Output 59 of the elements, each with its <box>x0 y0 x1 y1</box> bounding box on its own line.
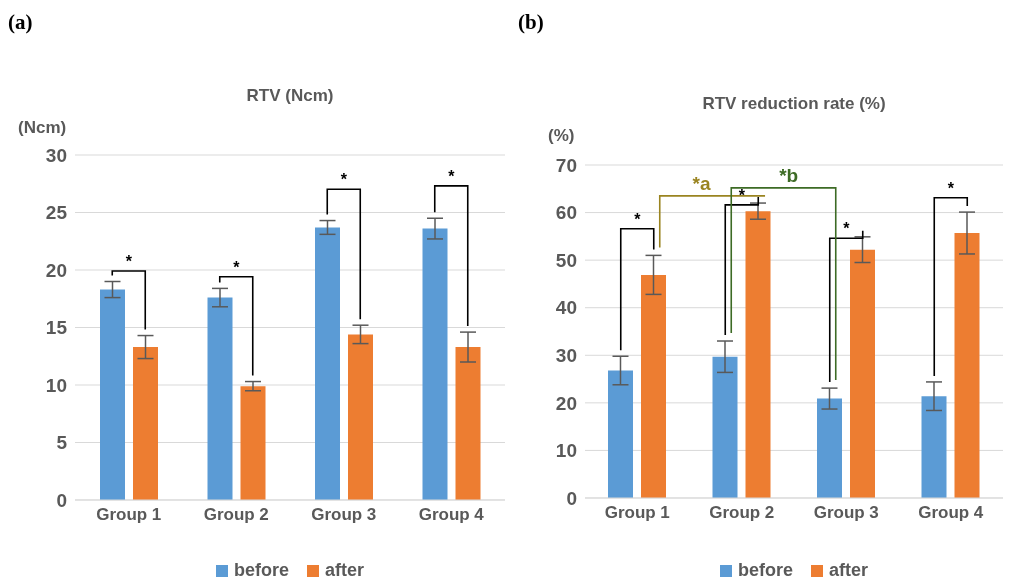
bar <box>100 289 125 500</box>
legend-label: after <box>324 560 365 581</box>
bar <box>954 233 980 498</box>
y-axis-title: (Ncm) <box>18 118 67 138</box>
y-tick-label: 50 <box>555 249 577 271</box>
bar <box>348 334 373 500</box>
annotation: * <box>233 258 241 276</box>
y-tick-label: 60 <box>555 202 577 224</box>
text: (b) <box>518 10 544 35</box>
y-tick-label: 10 <box>555 440 577 462</box>
y-tick-label: 20 <box>45 259 67 281</box>
bar <box>315 227 340 500</box>
chart-title: RTV (Ncm) <box>245 86 335 106</box>
annotation: * <box>843 220 851 238</box>
bar <box>850 249 875 498</box>
bar <box>455 347 481 500</box>
y-tick-label: 0 <box>56 489 67 511</box>
y-tick-label: 0 <box>566 487 577 509</box>
chart-title: RTV reduction rate (%) <box>701 94 887 114</box>
annotation: *b <box>779 164 799 186</box>
annotation: *a <box>692 172 711 194</box>
x-tick-label: Group 4 <box>918 503 984 523</box>
legend-label: before <box>737 560 793 581</box>
x-tick-label: Group 2 <box>203 505 269 525</box>
y-tick-label: 70 <box>555 154 577 176</box>
bar <box>921 396 947 498</box>
bar <box>712 356 738 498</box>
annotation: * <box>448 167 456 185</box>
annotation: * <box>634 210 642 228</box>
y-tick-label: 5 <box>56 432 68 454</box>
bar <box>240 386 266 500</box>
y-tick-label: 40 <box>555 297 577 319</box>
y-tick-label: 30 <box>45 144 67 166</box>
bar <box>641 274 666 498</box>
y-tick-label: 30 <box>555 345 577 367</box>
bar <box>608 370 633 498</box>
y-tick-label: 10 <box>45 374 67 396</box>
annotation: * <box>947 179 955 197</box>
x-tick-label: Group 1 <box>604 503 670 523</box>
legend-label: after <box>828 560 869 581</box>
y-axis-title: (%) <box>548 126 575 146</box>
bar <box>133 347 158 500</box>
x-tick-label: Group 2 <box>709 503 775 523</box>
bar <box>207 297 233 500</box>
text: (a) <box>8 10 33 35</box>
x-tick-label: Group 3 <box>813 503 879 523</box>
annotation: * <box>125 252 133 270</box>
x-tick-label: Group 3 <box>311 505 377 525</box>
annotation: * <box>340 171 348 189</box>
annotation: * <box>738 186 746 204</box>
x-tick-label: Group 4 <box>418 505 485 525</box>
x-tick-label: Group 1 <box>96 505 162 525</box>
bar <box>422 228 448 500</box>
legend-label: before <box>233 560 289 581</box>
bar <box>817 398 842 498</box>
y-tick-label: 25 <box>45 202 68 224</box>
bar <box>745 211 771 498</box>
y-tick-label: 15 <box>45 317 68 339</box>
y-tick-label: 20 <box>555 392 577 414</box>
